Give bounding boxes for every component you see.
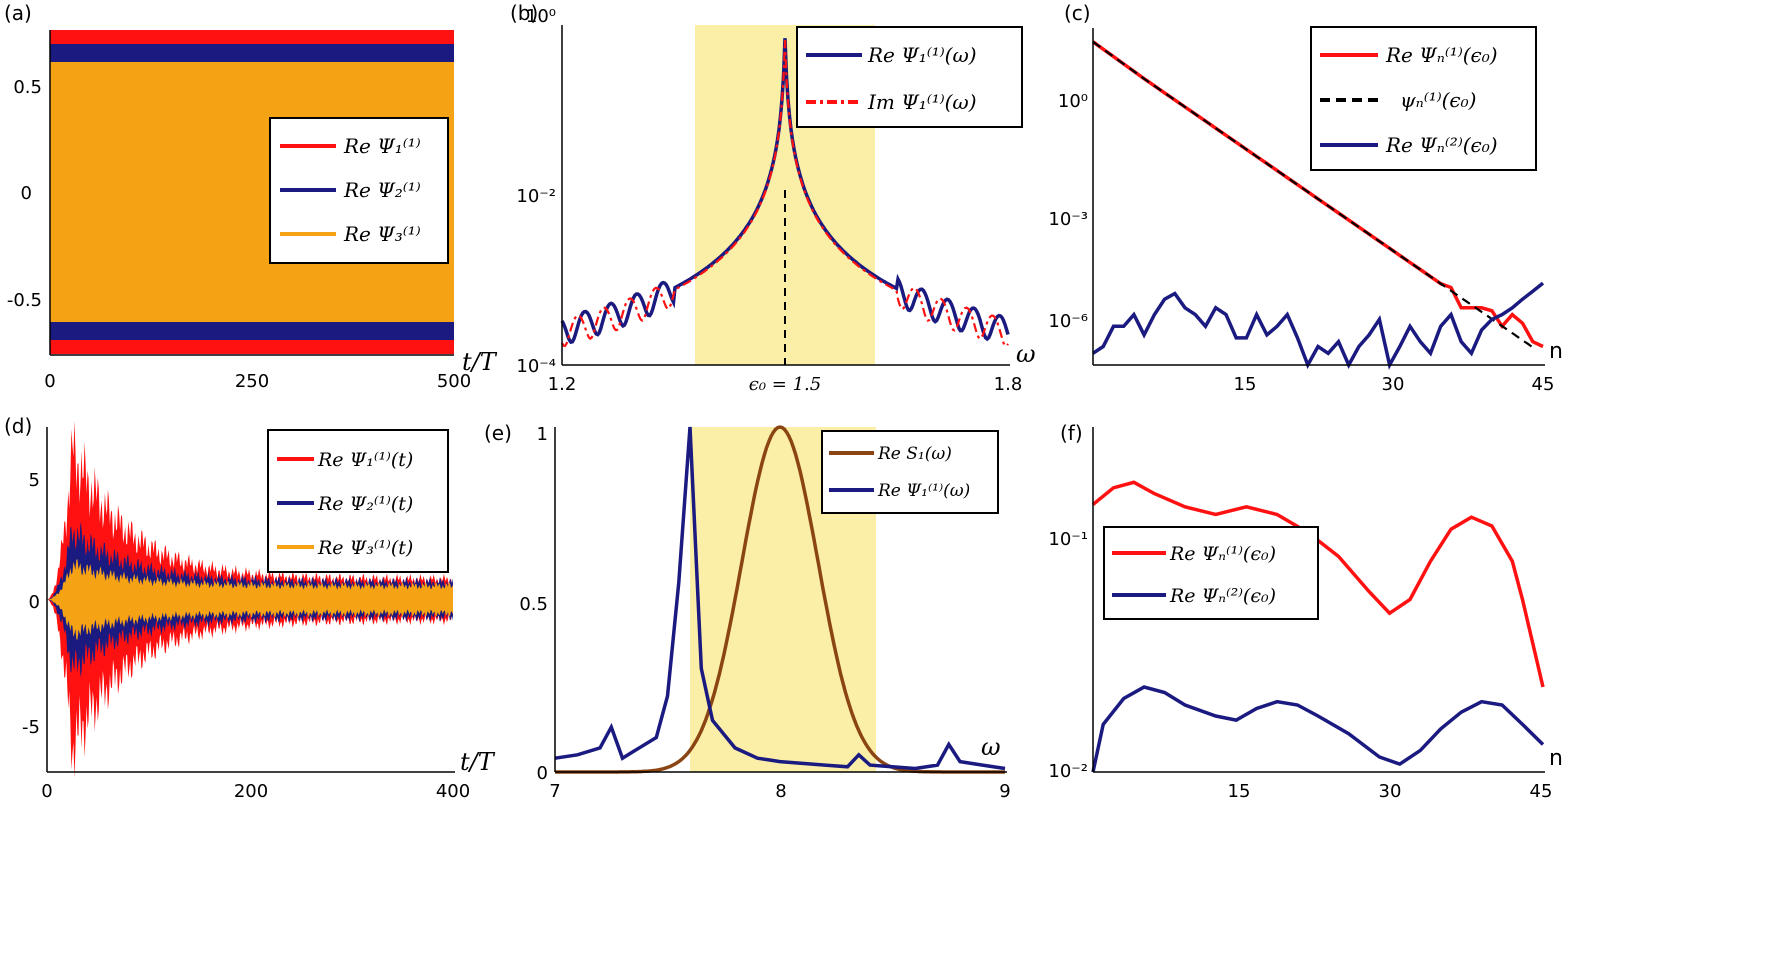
tick-e-y0: 1 — [537, 424, 548, 445]
xlabel-e: ω — [981, 733, 1001, 761]
xlabel-c: n — [1549, 339, 1563, 364]
xlabel-d: t/T — [460, 748, 496, 776]
center-label-b: ϵ₀ = 1.5 — [749, 374, 821, 395]
panel-b-label: (b) — [510, 1, 538, 25]
tick-f-x2: 45 — [1530, 781, 1553, 802]
legend-f-2: Re Ψₙ⁽²⁾(ϵ₀) — [1169, 585, 1276, 607]
tick-f-x1: 30 — [1379, 781, 1402, 802]
panel-f: (f) 15 30 45 10⁻¹ 10⁻² n Re Ψₙ⁽¹⁾(ϵ₀) Re… — [1048, 421, 1563, 802]
series-b-im — [561, 40, 1009, 348]
panel-e: (e) 7 8 9 1 0.5 0 ω Re S₁(ω) Re Ψ₁⁽¹⁾(ω) — [484, 421, 1011, 802]
panel-c-label: (c) — [1064, 1, 1091, 25]
panel-d-label: (d) — [4, 414, 32, 438]
series-d-3 — [47, 559, 453, 640]
xlabel-b: ω — [1016, 340, 1036, 368]
tick-b-y1: 10⁻² — [516, 186, 556, 207]
tick-d-x2: 400 — [436, 781, 470, 802]
series-c-re2 — [1092, 281, 1545, 370]
tick-a-y1: 0 — [21, 183, 32, 204]
tick-a-y0: 0.5 — [13, 77, 42, 98]
legend-d-3: Re Ψ₃⁽¹⁾(t) — [317, 537, 413, 559]
legend-e: Re S₁(ω) Re Ψ₁⁽¹⁾(ω) — [821, 430, 999, 514]
tick-f-y0: 10⁻¹ — [1048, 529, 1088, 550]
legend-e-2: Re Ψ₁⁽¹⁾(ω) — [877, 481, 970, 501]
tick-c-x1: 30 — [1382, 374, 1405, 395]
tick-e-x2: 9 — [999, 781, 1010, 802]
tick-c-x0: 15 — [1234, 374, 1257, 395]
panel-a-label: (a) — [4, 1, 32, 25]
tick-d-y0: 5 — [29, 470, 40, 491]
tick-a-x2: 500 — [437, 371, 471, 392]
legend-c-2: ψₙ⁽¹⁾(ϵ₀) — [1400, 88, 1476, 112]
legend-a-2: Re Ψ₂⁽¹⁾ — [343, 178, 421, 202]
series-f-2 — [1091, 685, 1545, 773]
legend-a-3: Re Ψ₃⁽¹⁾ — [343, 222, 421, 246]
tick-b-y0: 10⁰ — [526, 6, 556, 27]
tick-b-x1: 1.8 — [994, 374, 1023, 395]
legend-d-2: Re Ψ₂⁽¹⁾(t) — [317, 493, 413, 515]
panel-f-label: (f) — [1060, 421, 1083, 445]
tick-e-y1: 0.5 — [519, 594, 548, 615]
legend-c-3: Re Ψₙ⁽²⁾(ϵ₀) — [1385, 133, 1498, 157]
tick-f-x0: 15 — [1228, 781, 1251, 802]
panel-d: (d) 0 200 400 5 0 -5 t/T Re Ψ₁⁽¹⁾(t) Re … — [4, 414, 496, 802]
tick-a-x0: 0 — [44, 371, 55, 392]
series-a1-bottom — [50, 340, 454, 354]
panel-c: (c) 15 30 45 10⁰ 10⁻³ 10⁻⁶ n Re Ψₙ⁽¹⁾(ϵ₀… — [1048, 1, 1563, 395]
series-a2-bottom — [50, 322, 454, 340]
tick-e-x1: 8 — [775, 781, 786, 802]
tick-b-x0: 1.2 — [548, 374, 577, 395]
legend-a: Re Ψ₁⁽¹⁾ Re Ψ₂⁽¹⁾ Re Ψ₃⁽¹⁾ — [269, 117, 449, 264]
tick-a-x1: 250 — [235, 371, 269, 392]
legend-d: Re Ψ₁⁽¹⁾(t) Re Ψ₂⁽¹⁾(t) Re Ψ₃⁽¹⁾(t) — [267, 429, 449, 573]
series-b-re — [560, 38, 1010, 345]
series-a1-top — [50, 30, 454, 44]
tick-e-y2: 0 — [537, 763, 548, 784]
tick-c-y2: 10⁻⁶ — [1048, 311, 1088, 332]
legend-c: Re Ψₙ⁽¹⁾(ϵ₀) ψₙ⁽¹⁾(ϵ₀) Re Ψₙ⁽²⁾(ϵ₀) — [1310, 26, 1537, 171]
xlabel-f: n — [1549, 746, 1563, 771]
legend-f: Re Ψₙ⁽¹⁾(ϵ₀) Re Ψₙ⁽²⁾(ϵ₀) — [1103, 526, 1319, 620]
legend-e-1: Re S₁(ω) — [877, 444, 952, 464]
legend-d-1: Re Ψ₁⁽¹⁾(t) — [317, 449, 413, 471]
tick-c-x2: 45 — [1532, 374, 1555, 395]
legend-f-1: Re Ψₙ⁽¹⁾(ϵ₀) — [1169, 543, 1276, 565]
xlabel-a: t/T — [462, 348, 498, 376]
series-f-1 — [1091, 480, 1545, 688]
tick-d-y1: 0 — [29, 592, 40, 613]
series-a2-top — [50, 44, 454, 62]
series-e-psi — [554, 426, 1006, 771]
legend-b-1: Re Ψ₁⁽¹⁾(ω) — [867, 43, 977, 67]
tick-d-y2: -5 — [22, 717, 40, 738]
panel-a: (a) 0 250 500 0.5 0 -0.5 t/T Re Ψ₁⁽¹⁾ Re… — [4, 1, 498, 392]
legend-c-1: Re Ψₙ⁽¹⁾(ϵ₀) — [1385, 43, 1498, 67]
legend-b: Re Ψ₁⁽¹⁾(ω) Im Ψ₁⁽¹⁾(ω) — [796, 26, 1023, 128]
tick-e-x0: 7 — [549, 781, 560, 802]
tick-d-x1: 200 — [234, 781, 268, 802]
tick-d-x0: 0 — [41, 781, 52, 802]
tick-f-y1: 10⁻² — [1048, 761, 1088, 782]
tick-a-y2: -0.5 — [7, 290, 42, 311]
legend-a-1: Re Ψ₁⁽¹⁾ — [343, 134, 421, 158]
tick-b-y2: 10⁻⁴ — [516, 356, 556, 377]
tick-c-y1: 10⁻³ — [1048, 209, 1088, 230]
legend-b-2: Im Ψ₁⁽¹⁾(ω) — [867, 90, 977, 114]
panel-b: (b) 1.2 1.8 ϵ₀ = 1.5 10⁰ 10⁻² 10⁻⁴ ω Re … — [510, 1, 1036, 395]
panel-e-label: (e) — [484, 421, 512, 445]
tick-c-y0: 10⁰ — [1058, 91, 1088, 112]
